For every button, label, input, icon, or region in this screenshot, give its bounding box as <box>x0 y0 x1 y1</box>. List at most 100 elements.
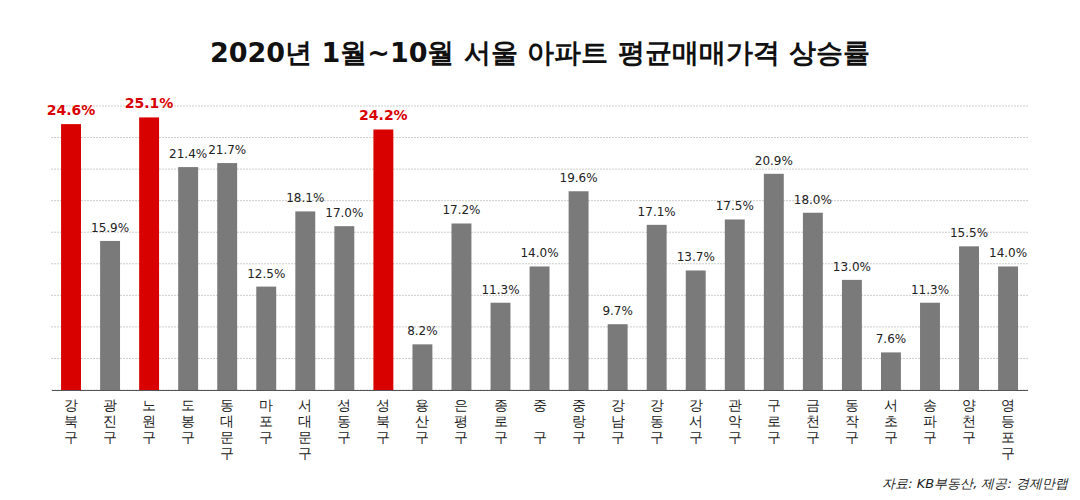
bar <box>569 191 589 390</box>
tick: 중랑구 <box>572 390 586 445</box>
data-label: 14.0% <box>989 246 1027 260</box>
grid-line <box>52 137 1028 138</box>
data-label: 17.0% <box>325 206 363 220</box>
bar <box>686 270 706 390</box>
bar <box>647 225 667 390</box>
title: 2020년 1월~10월 서울 아파트 평균매매가격 상승률 <box>210 37 870 68</box>
tick-label: 금천구 <box>806 397 820 445</box>
grid <box>52 106 1028 390</box>
tick: 강서구 <box>689 390 703 445</box>
bar <box>959 246 979 390</box>
data-label: 17.2% <box>442 203 480 217</box>
tick: 동대문구 <box>220 390 234 461</box>
tick: 관악구 <box>728 390 742 445</box>
bar <box>764 174 784 390</box>
data-label: 19.6% <box>560 171 598 185</box>
tick-label: 마포구 <box>259 397 273 445</box>
tick: 중 구 <box>533 390 547 445</box>
source: 자료: KB부동산, 제공: 경제만랩 <box>882 476 1069 491</box>
data-label: 15.9% <box>91 221 129 235</box>
data-label: 21.7% <box>208 143 246 157</box>
chart: 2020년 1월~10월 서울 아파트 평균매매가격 상승률24.6%15.9%… <box>0 0 1080 500</box>
data-label: 7.6% <box>876 332 907 346</box>
tick-label: 노원구 <box>142 397 156 445</box>
data-label: 21.4% <box>169 147 207 161</box>
data-label: 13.0% <box>833 260 871 274</box>
tick: 금천구 <box>806 390 820 445</box>
bar <box>178 167 198 390</box>
tick: 강북구 <box>64 390 78 445</box>
tick-label: 서초구 <box>884 397 898 445</box>
tick: 노원구 <box>142 390 156 445</box>
bar <box>295 211 315 390</box>
tick-label: 강서구 <box>689 397 703 445</box>
bar <box>881 352 901 390</box>
background <box>0 0 1080 500</box>
tick: 도봉구 <box>181 390 195 445</box>
data-label: 17.5% <box>716 199 754 213</box>
tick-label: 강동구 <box>650 397 664 445</box>
tick-label: 양천구 <box>962 397 976 445</box>
data-label: 18.1% <box>286 191 324 205</box>
tick-label: 은평구 <box>454 397 468 445</box>
tick: 영등포구 <box>1001 390 1015 461</box>
data-labels: 24.6%15.9%25.1%21.4%21.7%12.5%18.1%17.0%… <box>47 95 1027 346</box>
bar <box>412 344 432 390</box>
bar <box>100 241 120 390</box>
tick-label: 송파구 <box>923 397 937 445</box>
tick: 구로구 <box>767 390 781 445</box>
tick-label: 관악구 <box>728 397 742 445</box>
data-label: 11.3% <box>911 283 949 297</box>
data-label: 9.7% <box>602 304 633 318</box>
tick: 성북구 <box>376 390 390 445</box>
tick-label: 중랑구 <box>572 397 586 445</box>
tick-label: 도봉구 <box>181 397 195 445</box>
bar <box>998 266 1018 390</box>
bar <box>256 287 276 390</box>
tick: 강동구 <box>650 390 664 445</box>
bar <box>491 303 511 390</box>
data-label: 11.3% <box>481 283 519 297</box>
tick-label: 강북구 <box>64 397 78 445</box>
tick-label: 광진구 <box>103 397 117 445</box>
tick: 서초구 <box>884 390 898 445</box>
tick: 송파구 <box>923 390 937 445</box>
grid-line <box>52 106 1028 107</box>
tick-label: 성동구 <box>337 397 351 445</box>
data-label: 13.7% <box>677 250 715 264</box>
tick: 용산구 <box>415 390 429 445</box>
axis-line <box>52 390 1028 391</box>
data-label: 12.5% <box>247 267 285 281</box>
bar <box>725 219 745 390</box>
data-label: 18.0% <box>794 193 832 207</box>
tick-label: 동작구 <box>845 397 859 445</box>
data-label: 24.2% <box>359 107 408 123</box>
tick-label: 구로구 <box>767 397 781 445</box>
bar <box>139 117 159 390</box>
tick: 광진구 <box>103 390 117 445</box>
tick: 서대문구 <box>298 390 312 461</box>
bar <box>530 266 550 390</box>
tick: 종로구 <box>494 390 508 445</box>
data-label: 20.9% <box>755 154 793 168</box>
tick: 성동구 <box>337 390 351 445</box>
bar <box>334 226 354 390</box>
x-axis: 강북구 광진구 노원구 도봉구 동대문구 마포구 서대문구 성동구 성북구 용산구 은평구 종로구 중 … <box>52 390 1028 461</box>
tick: 은평구 <box>454 390 468 445</box>
bar <box>608 324 628 390</box>
bars <box>61 117 1018 390</box>
bar <box>803 213 823 390</box>
bar <box>61 124 81 390</box>
data-label: 8.2% <box>407 324 438 338</box>
bar <box>452 223 472 390</box>
tick: 양천구 <box>962 390 976 445</box>
tick: 마포구 <box>259 390 273 445</box>
tick: 강남구 <box>611 390 625 445</box>
tick-label: 서대문구 <box>298 397 312 461</box>
bar <box>842 280 862 390</box>
tick-label: 성북구 <box>376 397 390 445</box>
bar <box>373 129 393 390</box>
tick-label: 중 구 <box>533 397 547 445</box>
data-label: 15.5% <box>950 226 988 240</box>
bar <box>217 163 237 390</box>
